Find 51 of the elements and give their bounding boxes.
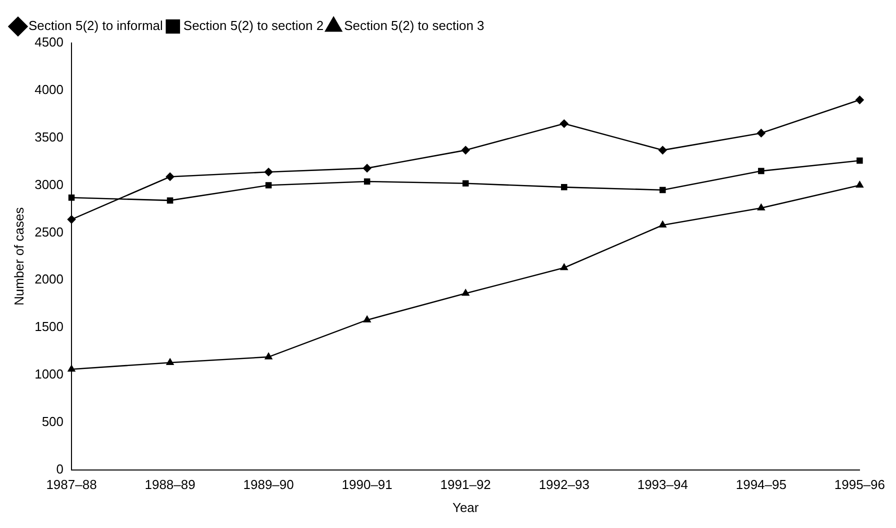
y-tick-label: 500	[42, 414, 64, 429]
x-tick-label: 1992–93	[538, 477, 590, 492]
point	[264, 168, 273, 176]
point	[166, 197, 174, 204]
point	[363, 316, 371, 322]
y-tick-label: 0	[56, 461, 64, 476]
point	[561, 184, 568, 190]
y-tick-label: 3500	[34, 129, 64, 144]
y-tick-label: 4500	[34, 34, 64, 50]
point	[462, 289, 470, 296]
point	[462, 180, 469, 186]
point	[856, 96, 864, 104]
point	[264, 352, 272, 360]
y-axis-title: Number of cases	[11, 206, 26, 306]
x-tick-label: 1987–88	[46, 477, 97, 492]
legend-label: Section 5(2) to informal	[28, 18, 164, 34]
point	[166, 172, 174, 181]
x-axis-title: Year	[452, 500, 480, 515]
point	[362, 164, 372, 172]
x-tick-label: 1994–95	[736, 477, 786, 492]
point	[560, 264, 568, 270]
y-tick-label: 4000	[34, 82, 64, 97]
x-tick-label: 1993–94	[637, 477, 688, 492]
y-tick-label: 1500	[34, 319, 64, 334]
point	[166, 358, 174, 366]
x-tick-label: 1988–89	[144, 477, 196, 492]
point	[265, 182, 272, 188]
point	[757, 204, 765, 210]
y-tick-label: 1000	[34, 366, 64, 382]
x-tick-label: 1995–96	[834, 477, 886, 492]
x-tick-label: 1990–91	[342, 477, 392, 492]
point	[658, 146, 667, 154]
y-tick-label: 3000	[34, 176, 64, 192]
point	[68, 194, 75, 201]
point	[461, 146, 470, 154]
point	[856, 181, 864, 188]
point	[660, 186, 666, 194]
point	[364, 178, 370, 185]
point	[856, 157, 863, 164]
point	[658, 220, 666, 228]
legend-label: Section 5(2) to section 2	[183, 18, 324, 34]
point	[67, 215, 76, 224]
legend-label: Section 5(2) to section 3	[344, 18, 484, 34]
point	[68, 365, 76, 372]
y-tick-label: 2000	[34, 272, 64, 287]
point	[560, 119, 568, 128]
x-tick-label: 1989–90	[243, 477, 294, 492]
x-tick-label: 1991–92	[440, 477, 491, 492]
point	[758, 168, 764, 174]
y-tick-label: 2500	[34, 224, 64, 240]
point	[757, 128, 766, 138]
